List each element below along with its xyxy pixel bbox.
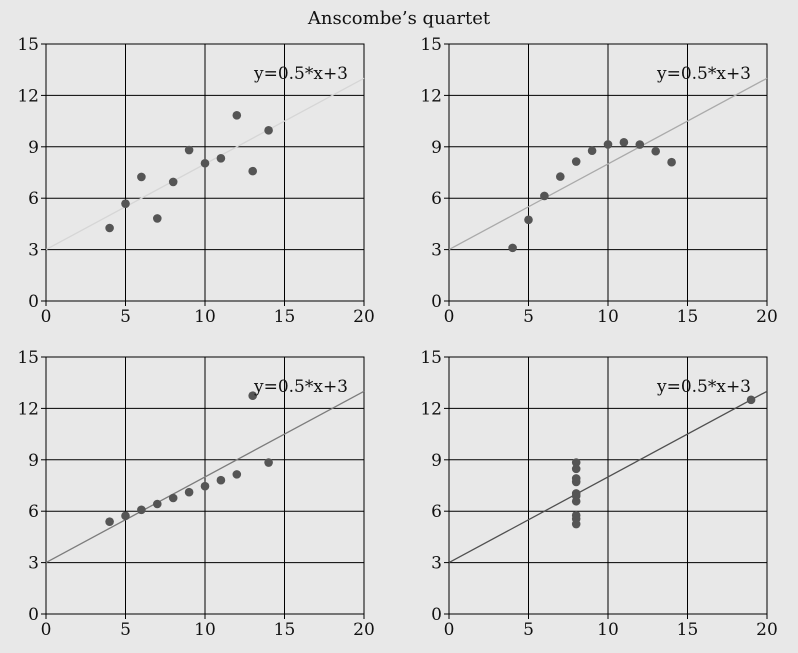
panels-container: 0 5 10 15 20 0 3 6 9 12 15 y=0.5*x+3 0 5 10 15 20 0 3 6 9 12 1… — [17, 35, 777, 640]
x-tick-label: 0 — [41, 307, 52, 327]
data-point — [619, 138, 629, 147]
data-point — [248, 391, 257, 401]
data-point — [153, 499, 162, 509]
data-point — [200, 158, 210, 168]
data-point — [571, 491, 581, 501]
scatter-panel-bottom-right: 0 5 10 15 20 0 3 6 9 12 15 y=0.5*x+3 — [420, 348, 777, 640]
x-tick-label: 10 — [194, 620, 216, 640]
y-tick-label: 0 — [28, 605, 39, 625]
data-point — [571, 474, 581, 483]
x-tick-label: 10 — [597, 620, 619, 640]
data-point — [264, 458, 273, 467]
y-tick-label: 3 — [431, 241, 442, 261]
y-tick-label: 9 — [28, 451, 39, 471]
x-tick-label: 5 — [523, 307, 534, 327]
data-point — [571, 157, 581, 166]
y-tick-label: 9 — [431, 451, 442, 471]
x-tick-label: 20 — [353, 307, 375, 327]
fit-line — [45, 390, 365, 564]
x-tick-label: 0 — [41, 620, 52, 640]
x-tick-label: 20 — [756, 307, 778, 327]
x-tick-label: 5 — [120, 307, 131, 327]
x-tick-label: 15 — [274, 307, 296, 327]
y-tick-label: 6 — [431, 502, 442, 522]
fit-line-label: y=0.5*x+3 — [656, 64, 751, 84]
data-point — [571, 464, 581, 474]
data-point — [216, 153, 226, 163]
data-point — [556, 172, 565, 181]
data-point — [216, 475, 226, 485]
y-tick-label: 12 — [17, 86, 39, 106]
data-point — [184, 145, 194, 155]
data-point — [137, 172, 146, 182]
data-point — [200, 481, 210, 491]
y-tick-label: 15 — [420, 35, 442, 55]
y-tick-label: 0 — [28, 292, 39, 312]
y-tick-label: 15 — [17, 35, 39, 55]
y-tick-label: 12 — [17, 399, 39, 419]
data-point — [105, 223, 114, 233]
data-point — [524, 215, 533, 225]
data-point — [121, 199, 130, 208]
data-point — [248, 166, 257, 176]
y-tick-label: 15 — [420, 348, 442, 368]
y-tick-label: 6 — [28, 502, 39, 522]
data-point — [232, 110, 242, 120]
x-tick-label: 15 — [677, 620, 699, 640]
data-point — [667, 157, 676, 167]
x-tick-label: 20 — [353, 620, 375, 640]
data-point — [540, 191, 549, 201]
data-point — [746, 395, 756, 405]
data-point — [571, 514, 581, 524]
y-tick-label: 3 — [431, 554, 442, 574]
y-tick-label: 0 — [431, 292, 442, 312]
y-tick-label: 6 — [431, 189, 442, 209]
data-point — [635, 140, 645, 149]
x-tick-label: 10 — [597, 307, 619, 327]
data-point — [184, 487, 194, 497]
fit-line — [448, 77, 768, 251]
x-tick-label: 15 — [274, 620, 296, 640]
fit-line-label: y=0.5*x+3 — [656, 377, 751, 397]
data-point — [651, 146, 660, 156]
data-point — [232, 470, 242, 479]
fit-line-label: y=0.5*x+3 — [253, 64, 348, 84]
x-tick-label: 20 — [756, 620, 778, 640]
scatter-panel-top-left: 0 5 10 15 20 0 3 6 9 12 15 y=0.5*x+3 — [17, 35, 374, 327]
x-tick-label: 10 — [194, 307, 216, 327]
fit-line — [448, 390, 768, 564]
data-point — [168, 177, 178, 187]
y-tick-label: 3 — [28, 554, 39, 574]
data-point — [168, 493, 178, 503]
fit-line-label: y=0.5*x+3 — [253, 377, 348, 397]
y-tick-label: 9 — [431, 138, 442, 158]
y-tick-label: 15 — [17, 348, 39, 368]
data-point — [587, 146, 597, 156]
x-tick-label: 15 — [677, 307, 699, 327]
scatter-panel-bottom-left: 0 5 10 15 20 0 3 6 9 12 15 y=0.5*x+3 — [17, 348, 374, 640]
x-tick-label: 0 — [444, 620, 455, 640]
figure-title: Anscombe’s quartet — [307, 8, 491, 29]
data-point — [137, 505, 146, 515]
data-point — [153, 214, 162, 223]
data-point — [571, 458, 581, 467]
y-tick-label: 3 — [28, 241, 39, 261]
y-tick-label: 12 — [420, 399, 442, 419]
y-tick-label: 6 — [28, 189, 39, 209]
x-tick-label: 5 — [523, 620, 534, 640]
data-point — [121, 511, 130, 521]
data-point — [264, 126, 273, 135]
y-tick-label: 12 — [420, 86, 442, 106]
x-tick-label: 5 — [120, 620, 131, 640]
data-point — [105, 517, 114, 526]
x-tick-label: 0 — [444, 307, 455, 327]
data-point — [603, 140, 613, 149]
data-point — [508, 243, 517, 253]
y-tick-label: 9 — [28, 138, 39, 158]
y-tick-label: 0 — [431, 605, 442, 625]
scatter-panel-top-right: 0 5 10 15 20 0 3 6 9 12 15 y=0.5*x+3 — [420, 35, 777, 327]
